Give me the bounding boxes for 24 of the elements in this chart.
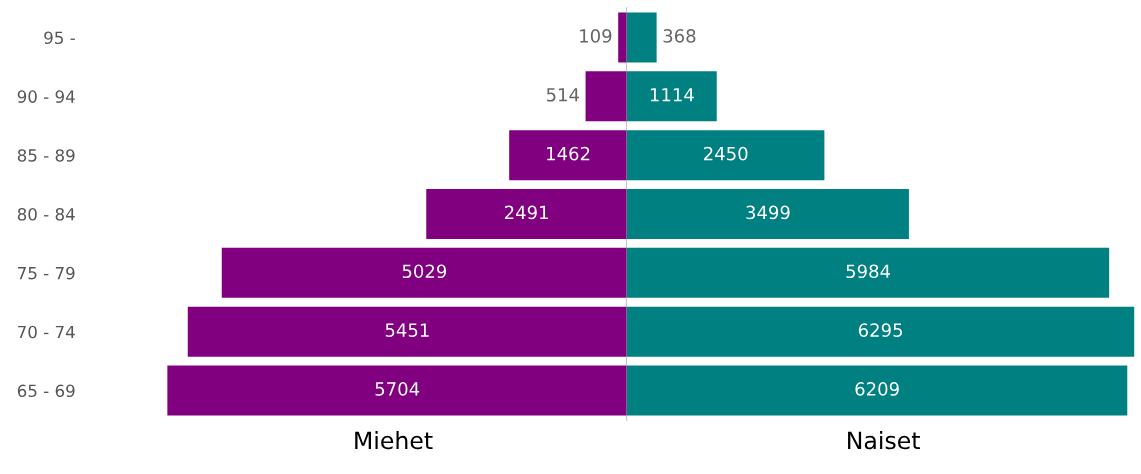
bar — [618, 12, 627, 63]
y-tick-label: 80 - 84 — [17, 207, 75, 221]
data-label: 5704 — [375, 382, 420, 396]
y-tick-label: 70 - 74 — [18, 325, 75, 339]
y-tick-label: 75 - 79 — [18, 266, 75, 280]
y-tick-label: 90 - 94 — [17, 90, 75, 103]
data-label: 2491 — [504, 205, 548, 220]
data-label: 6209 — [855, 382, 899, 396]
data-label: 6295 — [858, 323, 902, 337]
y-tick-label: 85 - 89 — [17, 149, 75, 162]
y-tick-label: 65 - 69 — [17, 384, 75, 398]
data-label: 5029 — [402, 264, 447, 279]
data-label: 5451 — [385, 323, 429, 337]
data-label: 109 — [580, 29, 612, 43]
x-axis-title: Miehet — [355, 431, 433, 450]
data-label: 5984 — [846, 264, 891, 279]
y-tick-label: 95 - — [44, 31, 75, 45]
x-axis-title: Naiset — [848, 431, 920, 450]
data-label: 3499 — [746, 205, 790, 220]
data-label: 2450 — [704, 146, 748, 161]
data-label: 1462 — [547, 146, 590, 161]
data-label: 1114 — [650, 88, 694, 102]
data-label: 368 — [663, 29, 696, 43]
data-label: 514 — [546, 88, 579, 102]
